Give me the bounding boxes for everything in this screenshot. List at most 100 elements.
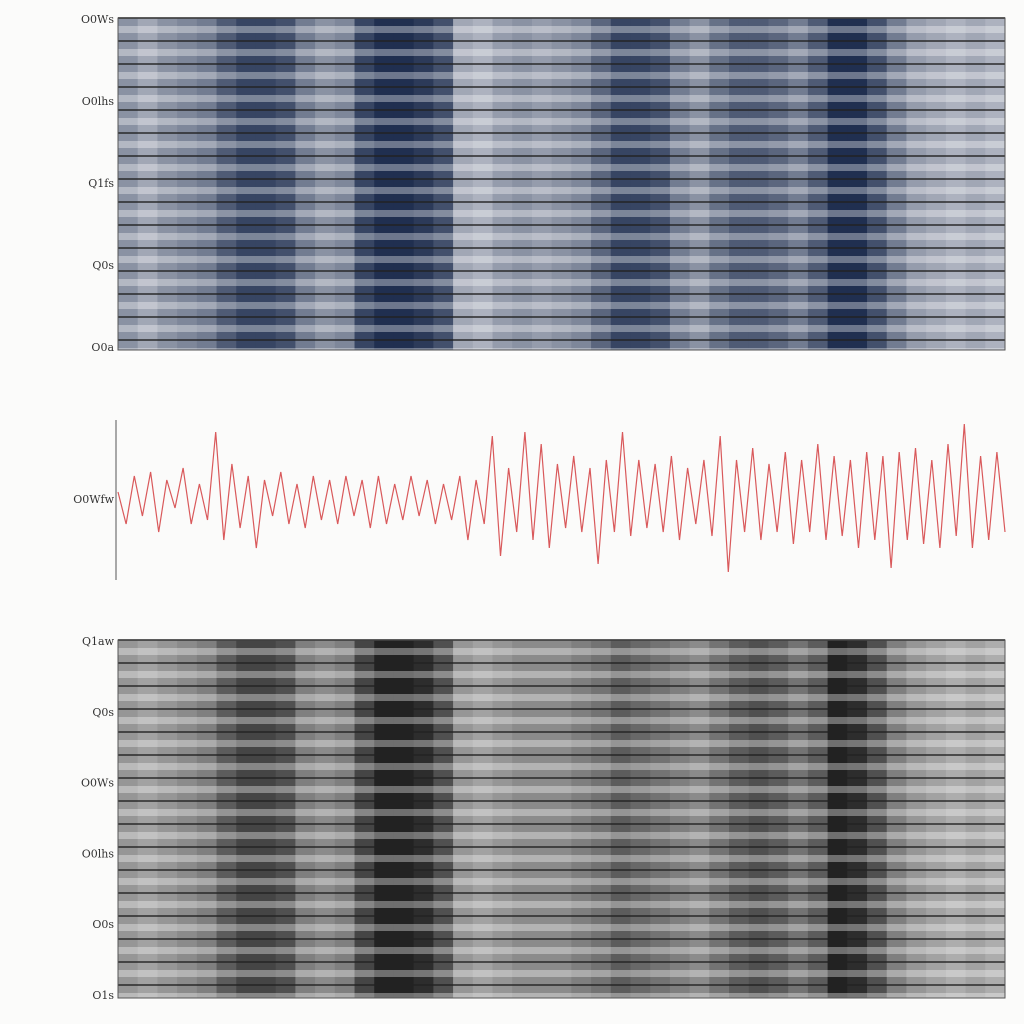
heatmap-cell xyxy=(610,18,631,350)
row-band xyxy=(118,302,1005,309)
heatmap-cell xyxy=(275,640,296,998)
heatmap-cell xyxy=(453,640,474,998)
row-band xyxy=(118,72,1005,79)
row-band xyxy=(118,740,1005,747)
heatmap-cell xyxy=(315,18,336,350)
heatmap-cell xyxy=(807,640,829,998)
heatmap-cell xyxy=(630,18,651,350)
heatmap-cell xyxy=(492,640,513,998)
row-band xyxy=(118,901,1005,908)
heatmap-cell xyxy=(177,640,198,998)
heatmap-cell xyxy=(669,640,691,998)
row-label: Q0s xyxy=(92,259,114,272)
row-band xyxy=(118,878,1005,885)
heatmap-cell xyxy=(453,18,474,350)
row-band xyxy=(118,671,1005,678)
heatmap-cell xyxy=(788,640,809,998)
row-band xyxy=(118,210,1005,217)
heatmap-cell xyxy=(591,18,612,350)
heatmap-cell xyxy=(867,18,888,350)
heatmap-cell xyxy=(413,640,434,998)
row-band xyxy=(118,970,1005,977)
heatmap-cell xyxy=(295,18,316,350)
heatmap-cell xyxy=(571,640,592,998)
heatmap-cell xyxy=(472,18,494,350)
row-label: O0Ws xyxy=(81,13,114,26)
row-band xyxy=(118,95,1005,102)
heatmap-cell xyxy=(768,18,789,350)
row-band xyxy=(118,164,1005,171)
row-label: Q1fs xyxy=(88,177,114,190)
row-band xyxy=(118,325,1005,332)
heatmap-cell xyxy=(512,640,533,998)
heatmap-cell xyxy=(512,18,533,350)
row-label: Q1aw xyxy=(82,635,115,648)
heatmap-cell xyxy=(492,18,513,350)
heatmap-cell xyxy=(906,18,927,350)
row-band xyxy=(118,993,1005,1000)
row-band xyxy=(118,279,1005,286)
row-band xyxy=(118,26,1005,33)
line-series xyxy=(117,423,1006,573)
heatmap-cell xyxy=(216,640,237,998)
heatmap-cell xyxy=(157,640,178,998)
heatmap-cell xyxy=(551,640,572,998)
heatmap-cell xyxy=(354,18,375,350)
heatmap-cell xyxy=(334,18,356,350)
heatmap-cell xyxy=(847,18,868,350)
heatmap-cell xyxy=(413,18,434,350)
heatmap-cell xyxy=(807,18,829,350)
heatmap-cell xyxy=(748,640,769,998)
heatmap-cell xyxy=(137,640,158,998)
row-label: O0Ws xyxy=(81,777,114,790)
heatmap-cell xyxy=(295,640,316,998)
heatmap-cell xyxy=(275,18,296,350)
heatmap-cell xyxy=(255,18,277,350)
row-band xyxy=(118,947,1005,954)
heatmap-cell xyxy=(177,18,198,350)
heatmap-cell xyxy=(236,18,257,350)
heatmap-cell xyxy=(196,18,218,350)
heatmap-cell xyxy=(630,640,651,998)
heatmap-cell xyxy=(906,640,927,998)
heatmap-cell xyxy=(689,640,710,998)
heatmap-cell xyxy=(650,18,671,350)
heatmap-cell xyxy=(531,18,553,350)
heatmap-cell xyxy=(118,18,139,350)
heatmap-cell xyxy=(748,18,769,350)
heatmap-cell xyxy=(926,18,947,350)
heatmap-cell xyxy=(669,18,691,350)
heatmap-cell xyxy=(985,640,1006,998)
heatmap-cell xyxy=(354,640,375,998)
row-band xyxy=(118,717,1005,724)
heatmap-cell xyxy=(610,640,631,998)
row-band xyxy=(118,694,1005,701)
heatmap-cell xyxy=(689,18,710,350)
heatmap-cell xyxy=(729,640,750,998)
heatmap-cell xyxy=(926,640,947,998)
row-band xyxy=(118,832,1005,839)
heatmap-cell xyxy=(650,640,671,998)
heatmap-cell xyxy=(591,640,612,998)
row-band xyxy=(118,256,1005,263)
heatmap-cell xyxy=(945,640,967,998)
row-band xyxy=(118,187,1005,194)
heatmap-cell xyxy=(255,640,277,998)
row-band xyxy=(118,809,1005,816)
heatmap-cell xyxy=(788,18,809,350)
heatmap-cell xyxy=(196,640,218,998)
row-label: O0a xyxy=(91,341,114,354)
heatmap-cell xyxy=(118,640,139,998)
heatmap-cell xyxy=(886,18,907,350)
heatmap-cell xyxy=(945,18,967,350)
heatmap-cell xyxy=(709,640,730,998)
panel-frame xyxy=(117,17,1006,351)
heatmap-cell xyxy=(867,640,888,998)
heatmap-cell xyxy=(551,18,572,350)
heatmap-cell xyxy=(571,18,592,350)
row-band xyxy=(118,118,1005,125)
heatmap-cell xyxy=(137,18,158,350)
heatmap-cell xyxy=(886,640,907,998)
row-band xyxy=(118,763,1005,770)
